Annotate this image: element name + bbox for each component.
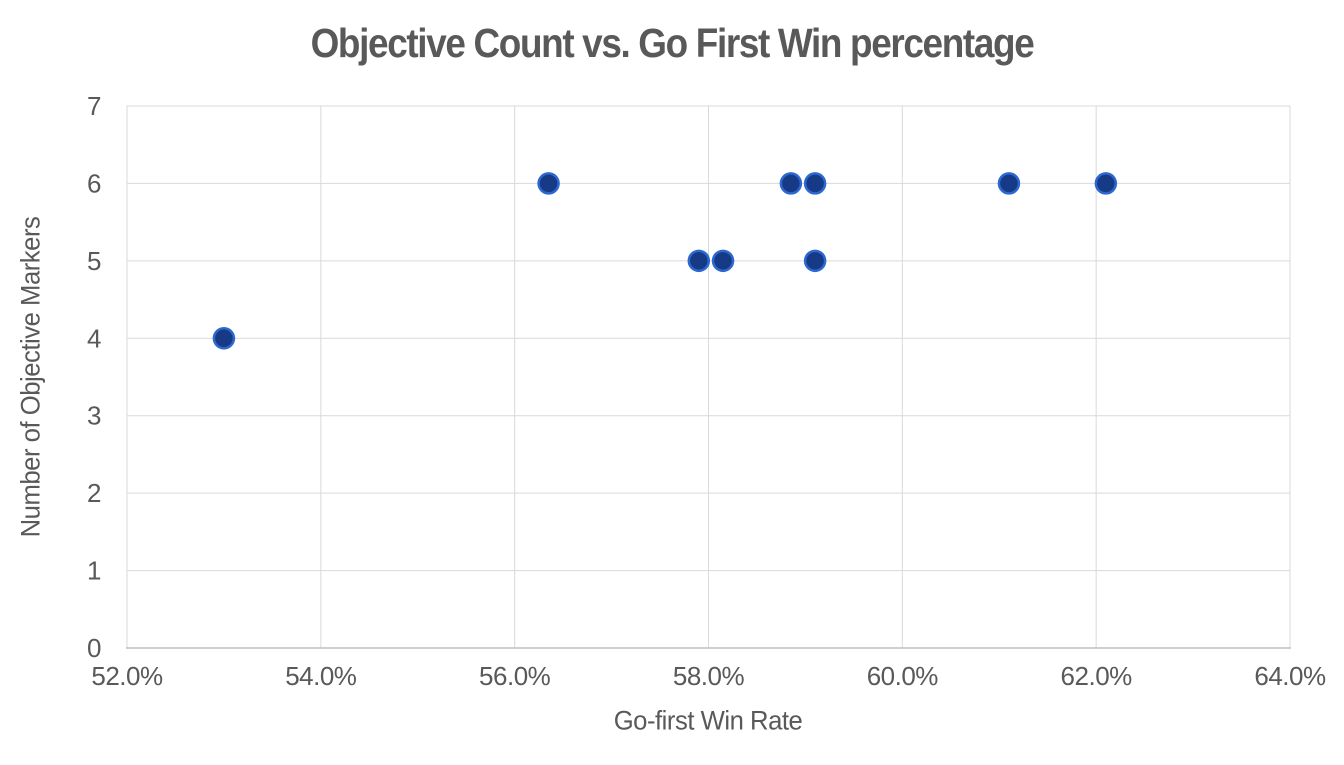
y-tick-label: 6	[87, 168, 101, 198]
data-point	[779, 172, 803, 195]
data-point	[687, 249, 711, 273]
data-point	[997, 172, 1021, 195]
x-tick-label: 54.0%	[285, 661, 357, 691]
x-tick-label: 56.0%	[479, 661, 551, 691]
x-tick-label: 62.0%	[1061, 661, 1133, 691]
data-point	[1094, 172, 1118, 195]
x-tick-label: 58.0%	[673, 661, 745, 691]
y-tick-label: 2	[87, 478, 101, 508]
y-tick-label: 5	[87, 246, 101, 276]
y-tick-label: 0	[87, 633, 101, 663]
data-point	[537, 172, 560, 195]
data-point	[803, 249, 827, 273]
x-axis-title: Go-first Win Rate	[613, 705, 803, 736]
chart-title: Objective Count vs. Go First Win percent…	[310, 20, 1035, 66]
x-tick-label: 64.0%	[1254, 661, 1326, 691]
data-point	[803, 172, 827, 195]
data-point	[212, 327, 236, 350]
y-tick-label: 7	[87, 91, 101, 121]
y-tick-label: 4	[87, 323, 101, 353]
x-tick-label: 60.0%	[867, 661, 939, 691]
data-point	[711, 249, 735, 273]
x-tick-label: 52.0%	[91, 661, 163, 691]
y-tick-label: 1	[87, 556, 101, 586]
y-tick-label: 3	[87, 401, 101, 431]
